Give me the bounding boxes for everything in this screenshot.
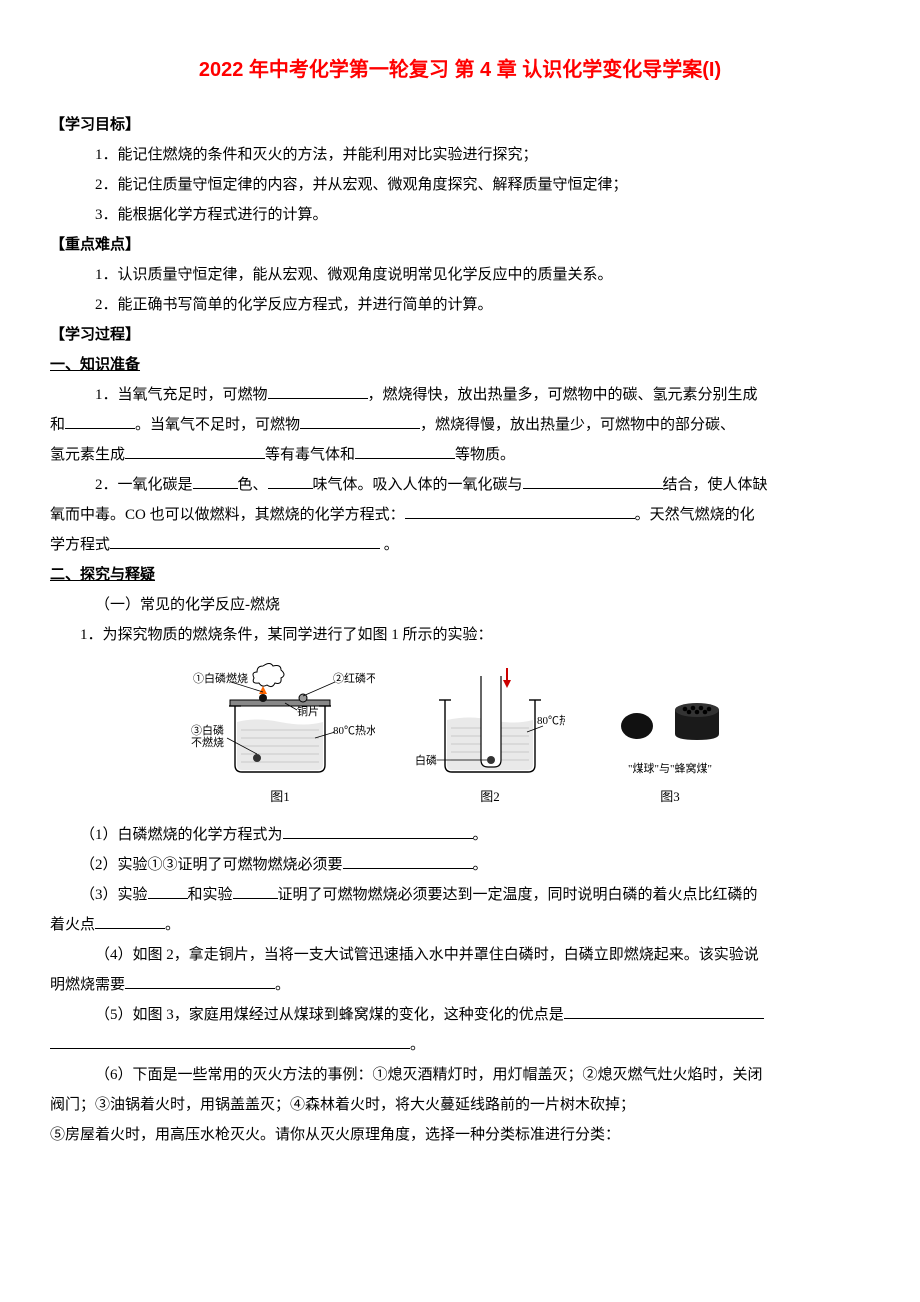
answer-6-cont2: ⑤房屋着火时，用高压水枪灭火。请你从灭火原理角度，选择一种分类标准进行分类： (50, 1120, 870, 1150)
inquiry-q1: 1．为探究物质的燃烧条件，某同学进行了如图 1 所示的实验： (50, 620, 870, 650)
text: （3）实验 (80, 887, 148, 903)
text: 。 (165, 917, 180, 933)
text: 氢元素生成 (50, 447, 125, 463)
blank (343, 852, 473, 870)
prep-q1-cont: 和 。当氧气不足时，可燃物 ，燃烧得慢，放出热量少，可燃物中的部分碳、 (50, 410, 870, 440)
section-process-heading: 【学习过程】 (50, 320, 870, 350)
text: （5）如图 3，家庭用煤经过从煤球到蜂窝煤的变化，这种变化的优点是 (95, 1007, 564, 1023)
figure-2: 白磷 80℃热水 图2 (415, 660, 565, 810)
text: （2）实验①③证明了可燃物燃烧必须要 (80, 857, 343, 873)
answer-6-cont: 阀门；③油锅着火时，用锅盖盖灭；④森林着火时，将大火蔓延线路前的一片树木砍掉； (50, 1090, 870, 1120)
blank (50, 1032, 410, 1050)
inquiry-sub1: （一）常见的化学反应-燃烧 (50, 590, 870, 620)
figure-1: ①白磷燃烧 ②红磷不燃烧 铜片 ③白磷 不燃烧 80℃热水 图1 (185, 660, 375, 810)
fig1-label-3b: 不燃烧 (191, 735, 224, 749)
fig2-label-bp: 白磷 (415, 753, 437, 767)
keypoint-2: 2．能正确书写简单的化学反应方程式，并进行简单的计算。 (50, 290, 870, 320)
text: 。当氧气不足时，可燃物 (135, 417, 300, 433)
text: 。 (384, 537, 399, 553)
blank (300, 412, 420, 430)
blank (523, 472, 663, 490)
beaker-diagram-2: 白磷 80℃热水 (415, 660, 565, 780)
fig1-label-1: ①白磷燃烧 (193, 671, 248, 685)
text: 氧而中毒。CO 也可以做燃料，其燃烧的化学方程式： (50, 507, 405, 523)
text: 明燃烧需要 (50, 977, 125, 993)
text: 1．当氧气充足时，可燃物 (95, 387, 268, 403)
objective-2: 2．能记住质量守恒定律的内容，并从宏观、微观角度探究、解释质量守恒定律； (50, 170, 870, 200)
answer-2: （2）实验①③证明了可燃物燃烧必须要 。 (50, 850, 870, 880)
prep-q2: 2．一氧化碳是 色、 味气体。吸入人体的一氧化碳与 结合，使人体缺 (50, 470, 870, 500)
text: 和 (50, 417, 65, 433)
text: 。 (410, 1037, 425, 1053)
section-objectives-heading: 【学习目标】 (50, 110, 870, 140)
fig1-label-2: ②红磷不燃烧 (333, 671, 375, 685)
text: 等有毒气体和 (265, 447, 355, 463)
text: 着火点 (50, 917, 95, 933)
text: 。 (473, 857, 488, 873)
figure-1-label: 图1 (185, 784, 375, 810)
coal-diagram (605, 668, 735, 758)
text: 2．一氧化碳是 (95, 477, 193, 493)
fig1-label-3a: ③白磷 (191, 723, 224, 737)
blank (65, 412, 135, 430)
text: 色、 (238, 477, 268, 493)
blank (125, 442, 265, 460)
objective-1: 1．能记住燃烧的条件和灭火的方法，并能利用对比实验进行探究； (50, 140, 870, 170)
figure-row: ①白磷燃烧 ②红磷不燃烧 铜片 ③白磷 不燃烧 80℃热水 图1 (50, 660, 870, 810)
blank (283, 822, 473, 840)
answer-4-cont: 明燃烧需要 。 (50, 970, 870, 1000)
answer-6: （6）下面是一些常用的灭火方法的事例：①熄灭酒精灯时，用灯帽盖灭；②熄灭燃气灶火… (50, 1060, 870, 1090)
fig1-label-cu: 铜片 (297, 704, 319, 718)
blank (148, 882, 188, 900)
answer-4: （4）如图 2，拿走铜片，当将一支大试管迅速插入水中并罩住白磷时，白磷立即燃烧起… (50, 940, 870, 970)
blank (268, 472, 313, 490)
fig1-label-water: 80℃热水 (333, 724, 375, 737)
answer-5-cont: 。 (50, 1030, 870, 1060)
blank (95, 912, 165, 930)
text: 和实验 (188, 887, 233, 903)
answer-1: （1）白磷燃烧的化学方程式为 。 (50, 820, 870, 850)
text: 。天然气燃烧的化 (635, 507, 755, 523)
text: 学方程式 (50, 537, 110, 553)
text: 等物质。 (455, 447, 515, 463)
text: 证明了可燃物燃烧必须要达到一定温度，同时说明白磷的着火点比红磷的 (278, 887, 758, 903)
blank (110, 532, 380, 550)
beaker-diagram-1: ①白磷燃烧 ②红磷不燃烧 铜片 ③白磷 不燃烧 80℃热水 (185, 660, 375, 780)
prep-q1: 1．当氧气充足时，可燃物 ，燃烧得快，放出热量多，可燃物中的碳、氢元素分别生成 (50, 380, 870, 410)
blank (564, 1002, 764, 1020)
blank (125, 972, 275, 990)
text: 味气体。吸入人体的一氧化碳与 (313, 477, 523, 493)
fig2-label-water: 80℃热水 (537, 714, 565, 727)
page-title: 2022 年中考化学第一轮复习 第 4 章 认识化学变化导学案(I) (50, 50, 870, 90)
keypoint-1: 1．认识质量守恒定律，能从宏观、微观角度说明常见化学反应中的质量关系。 (50, 260, 870, 290)
prep-q1-cont2: 氢元素生成 等有毒气体和 等物质。 (50, 440, 870, 470)
text: 。 (473, 827, 488, 843)
blank (233, 882, 278, 900)
text: （1）白磷燃烧的化学方程式为 (80, 827, 283, 843)
prep-q2-cont2: 学方程式 。 (50, 530, 870, 560)
text: ，燃烧得慢，放出热量少，可燃物中的部分碳、 (420, 417, 735, 433)
text: 结合，使人体缺 (663, 477, 768, 493)
blank (405, 502, 635, 520)
figure-2-label: 图2 (415, 784, 565, 810)
subsection-prep-heading: 一、知识准备 (50, 350, 870, 380)
blank (268, 382, 368, 400)
answer-3: （3）实验 和实验 证明了可燃物燃烧必须要达到一定温度，同时说明白磷的着火点比红磷的 (50, 880, 870, 910)
answer-3-cont: 着火点 。 (50, 910, 870, 940)
figure-3-label: 图3 (605, 784, 735, 810)
section-keypoints-heading: 【重点难点】 (50, 230, 870, 260)
figure-3-caption: "煤球"与"蜂窝煤" (605, 758, 735, 780)
blank (193, 472, 238, 490)
subsection-inquiry-heading: 二、探究与释疑 (50, 560, 870, 590)
blank (355, 442, 455, 460)
prep-q2-cont: 氧而中毒。CO 也可以做燃料，其燃烧的化学方程式： 。天然气燃烧的化 (50, 500, 870, 530)
figure-3: "煤球"与"蜂窝煤" 图3 (605, 668, 735, 810)
answer-5: （5）如图 3，家庭用煤经过从煤球到蜂窝煤的变化，这种变化的优点是 (50, 1000, 870, 1030)
text: 。 (275, 977, 290, 993)
text: ，燃烧得快，放出热量多，可燃物中的碳、氢元素分别生成 (368, 387, 758, 403)
objective-3: 3．能根据化学方程式进行的计算。 (50, 200, 870, 230)
